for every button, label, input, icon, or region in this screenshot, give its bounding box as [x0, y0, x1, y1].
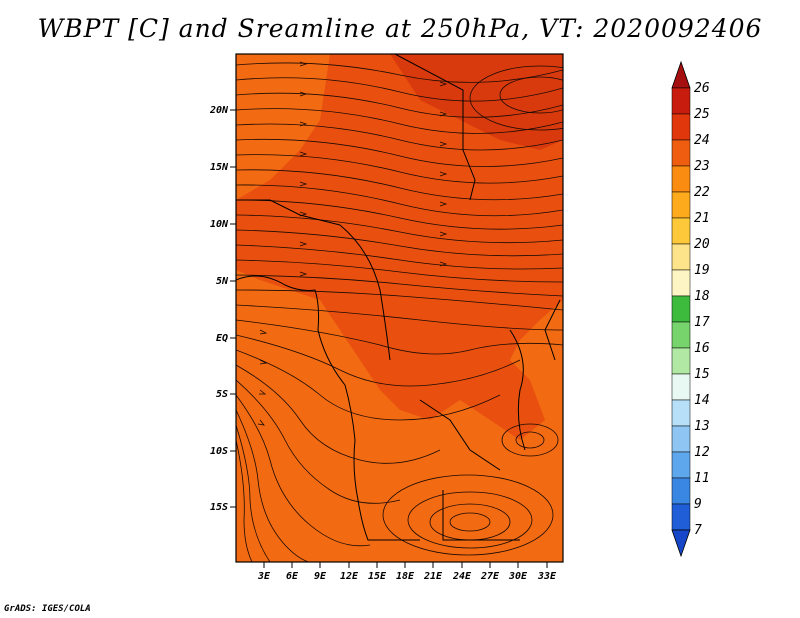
- colorbar-segment: [671, 217, 691, 245]
- colorbar-label: 14: [694, 393, 710, 408]
- colorbar-segment: [671, 191, 691, 219]
- colorbar-labels: 26 25 24 23 22 21 20 19 18 17 16 15 14 1…: [694, 81, 710, 538]
- colorbar-label: 19: [694, 263, 710, 278]
- colorbar-segment: [671, 451, 691, 479]
- lon-label-33e: 33E: [537, 571, 557, 582]
- lat-label-5s: 5S: [216, 389, 228, 400]
- colorbar-label: 15: [694, 367, 710, 382]
- colorbar-label: 7: [694, 523, 702, 538]
- colorbar-label: 17: [694, 315, 710, 330]
- colorbar-segment: [671, 165, 691, 193]
- fill-23-region: [236, 54, 563, 440]
- lon-label-15e: 15E: [368, 571, 387, 582]
- colorbar-segment: [671, 425, 691, 453]
- lat-label-10s: 10S: [210, 446, 228, 457]
- colorbar-segment: [671, 243, 691, 271]
- colorbar-segment: [671, 87, 691, 115]
- colorbar-label: 18: [694, 289, 710, 304]
- longitude-axis: 3E 6E 9E 12E 15E 18E 21E 24E 27E 30E 33E: [257, 562, 557, 582]
- map-area: [236, 54, 563, 562]
- colorbar: 26 25 24 23 22 21 20 19 18 17 16 15 14 1…: [671, 60, 710, 558]
- lon-label-6e: 6E: [286, 571, 299, 582]
- lon-label-30e: 30E: [508, 571, 528, 582]
- lat-label-15s: 15S: [210, 502, 228, 513]
- lon-label-27e: 27E: [480, 571, 500, 582]
- grads-credit: GrADS: IGES/COLA: [4, 604, 91, 614]
- streamlines: [236, 61, 563, 562]
- colorbar-bottom-arrow: [671, 529, 691, 558]
- colorbar-label: 22: [694, 185, 710, 200]
- colorbar-label: 12: [694, 445, 710, 460]
- lat-label-5n: 5N: [216, 276, 229, 287]
- colorbar-segment: [671, 399, 691, 427]
- map-frame: [235, 53, 564, 563]
- colorbar-segment: [671, 269, 691, 297]
- lon-label-9e: 9E: [314, 571, 327, 582]
- fill-24-region: [390, 54, 563, 150]
- lon-label-3e: 3E: [257, 571, 271, 582]
- colorbar-label: 26: [694, 81, 710, 96]
- colorbar-segment: [671, 139, 691, 167]
- coastlines: [236, 54, 561, 541]
- colorbar-top-arrow: [671, 60, 691, 89]
- colorbar-label: 11: [694, 471, 710, 486]
- lat-label-15n: 15N: [210, 162, 229, 173]
- colorbar-label: 20: [694, 237, 710, 252]
- colorbar-segment: [671, 321, 691, 349]
- lon-label-21e: 21E: [423, 571, 443, 582]
- colorbar-segment: [671, 503, 691, 531]
- lon-label-18e: 18E: [396, 571, 415, 582]
- lat-label-20n: 20N: [209, 105, 229, 116]
- colorbar-segment: [671, 113, 691, 141]
- lon-label-24e: 24E: [452, 571, 472, 582]
- colorbar-segment: [671, 373, 691, 401]
- colorbar-segment: [671, 477, 691, 505]
- colorbar-segments: [671, 87, 691, 531]
- latitude-axis: 20N 15N 10N 5N EQ 5S 10S 15S: [209, 105, 236, 513]
- colorbar-label: 23: [694, 159, 710, 174]
- colorbar-label: 13: [694, 419, 710, 434]
- colorbar-segment: [671, 295, 691, 323]
- colorbar-label: 9: [694, 497, 702, 512]
- lat-label-10n: 10N: [210, 219, 229, 230]
- colorbar-label: 21: [694, 211, 710, 226]
- colorbar-segment: [671, 347, 691, 375]
- colorbar-label: 25: [694, 107, 710, 122]
- colorbar-label: 16: [694, 341, 710, 356]
- colorbar-label: 24: [694, 133, 710, 148]
- chart-title: WBPT [C] and Sreamline at 250hPa, VT: 20…: [37, 14, 763, 43]
- lat-label-eq: EQ: [216, 333, 228, 344]
- lon-label-12e: 12E: [340, 571, 359, 582]
